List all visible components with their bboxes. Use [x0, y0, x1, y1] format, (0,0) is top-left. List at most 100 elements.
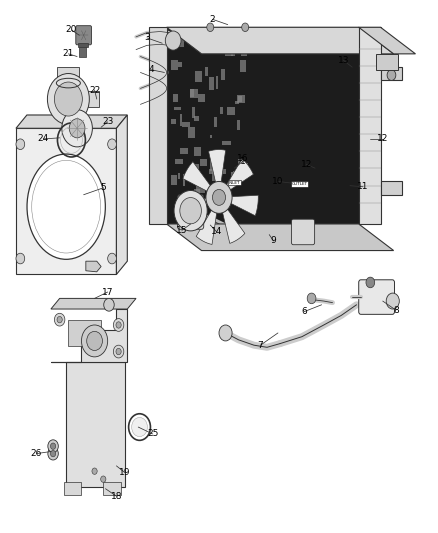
- Polygon shape: [51, 309, 127, 362]
- FancyBboxPatch shape: [64, 482, 81, 495]
- Text: 4: 4: [148, 66, 154, 74]
- Polygon shape: [79, 45, 86, 56]
- Polygon shape: [183, 161, 212, 192]
- Circle shape: [16, 253, 25, 264]
- Polygon shape: [216, 202, 219, 212]
- Polygon shape: [194, 116, 198, 122]
- Circle shape: [108, 139, 117, 150]
- Text: 8: 8: [393, 305, 399, 314]
- Text: 9: 9: [271, 237, 276, 246]
- Circle shape: [219, 325, 232, 341]
- Circle shape: [108, 253, 117, 264]
- Polygon shape: [117, 115, 127, 274]
- Text: 23: 23: [102, 117, 113, 126]
- Polygon shape: [195, 71, 201, 83]
- Polygon shape: [215, 76, 218, 89]
- Circle shape: [48, 440, 58, 453]
- Polygon shape: [180, 114, 183, 126]
- Text: 25: 25: [147, 430, 158, 439]
- Text: 19: 19: [120, 469, 131, 477]
- Polygon shape: [226, 159, 254, 191]
- Polygon shape: [188, 196, 192, 200]
- Circle shape: [62, 110, 92, 147]
- Text: 18: 18: [111, 491, 122, 500]
- Circle shape: [113, 345, 124, 358]
- Circle shape: [50, 443, 56, 449]
- Circle shape: [16, 139, 25, 150]
- Polygon shape: [194, 147, 201, 156]
- Polygon shape: [191, 164, 199, 171]
- Text: OUTLET: OUTLET: [292, 182, 308, 186]
- Circle shape: [116, 322, 121, 328]
- Circle shape: [54, 313, 65, 326]
- Text: 13: 13: [338, 56, 349, 64]
- Circle shape: [47, 74, 89, 125]
- Circle shape: [113, 319, 124, 332]
- Polygon shape: [199, 37, 206, 46]
- Polygon shape: [359, 27, 381, 224]
- Polygon shape: [241, 44, 247, 56]
- Text: 15: 15: [176, 226, 187, 235]
- Polygon shape: [219, 187, 222, 199]
- Circle shape: [165, 31, 181, 50]
- Polygon shape: [178, 62, 182, 67]
- Polygon shape: [233, 172, 236, 176]
- Polygon shape: [237, 95, 244, 103]
- Circle shape: [50, 450, 56, 457]
- Polygon shape: [216, 182, 220, 189]
- Polygon shape: [166, 224, 394, 251]
- Text: 7: 7: [258, 341, 263, 350]
- Polygon shape: [177, 173, 180, 179]
- Circle shape: [69, 119, 85, 138]
- Polygon shape: [209, 169, 215, 174]
- Polygon shape: [174, 107, 180, 110]
- Text: 20: 20: [66, 26, 77, 35]
- Polygon shape: [200, 159, 208, 166]
- Text: 11: 11: [357, 182, 369, 191]
- Polygon shape: [376, 54, 398, 70]
- Polygon shape: [220, 107, 223, 114]
- Polygon shape: [212, 170, 220, 181]
- Polygon shape: [240, 60, 246, 71]
- Polygon shape: [175, 159, 183, 165]
- Polygon shape: [192, 199, 198, 207]
- Polygon shape: [198, 94, 205, 102]
- Circle shape: [92, 468, 97, 474]
- Circle shape: [87, 332, 102, 351]
- Circle shape: [48, 447, 58, 460]
- FancyBboxPatch shape: [177, 195, 204, 229]
- Polygon shape: [222, 141, 230, 146]
- Polygon shape: [194, 189, 200, 196]
- Polygon shape: [229, 195, 258, 216]
- Polygon shape: [16, 128, 117, 274]
- Polygon shape: [231, 52, 235, 56]
- Polygon shape: [210, 134, 212, 139]
- Text: 22: 22: [89, 85, 100, 94]
- Polygon shape: [66, 362, 125, 487]
- Polygon shape: [237, 120, 240, 131]
- Polygon shape: [51, 298, 136, 309]
- Circle shape: [307, 293, 316, 304]
- Polygon shape: [190, 89, 194, 97]
- Polygon shape: [219, 169, 226, 174]
- Circle shape: [104, 298, 114, 311]
- Text: 14: 14: [211, 228, 223, 237]
- Polygon shape: [196, 181, 205, 193]
- Polygon shape: [172, 119, 177, 124]
- Polygon shape: [235, 101, 240, 104]
- Polygon shape: [222, 207, 245, 244]
- FancyBboxPatch shape: [359, 280, 395, 314]
- Polygon shape: [238, 96, 242, 102]
- Polygon shape: [210, 159, 213, 171]
- Circle shape: [101, 476, 106, 482]
- Polygon shape: [221, 69, 225, 80]
- Circle shape: [366, 277, 374, 288]
- Polygon shape: [86, 261, 101, 272]
- Text: 24: 24: [38, 134, 49, 143]
- Polygon shape: [381, 181, 403, 195]
- Polygon shape: [205, 68, 208, 76]
- Polygon shape: [208, 150, 226, 184]
- Polygon shape: [214, 117, 217, 127]
- Text: 2: 2: [210, 15, 215, 24]
- Polygon shape: [227, 107, 235, 115]
